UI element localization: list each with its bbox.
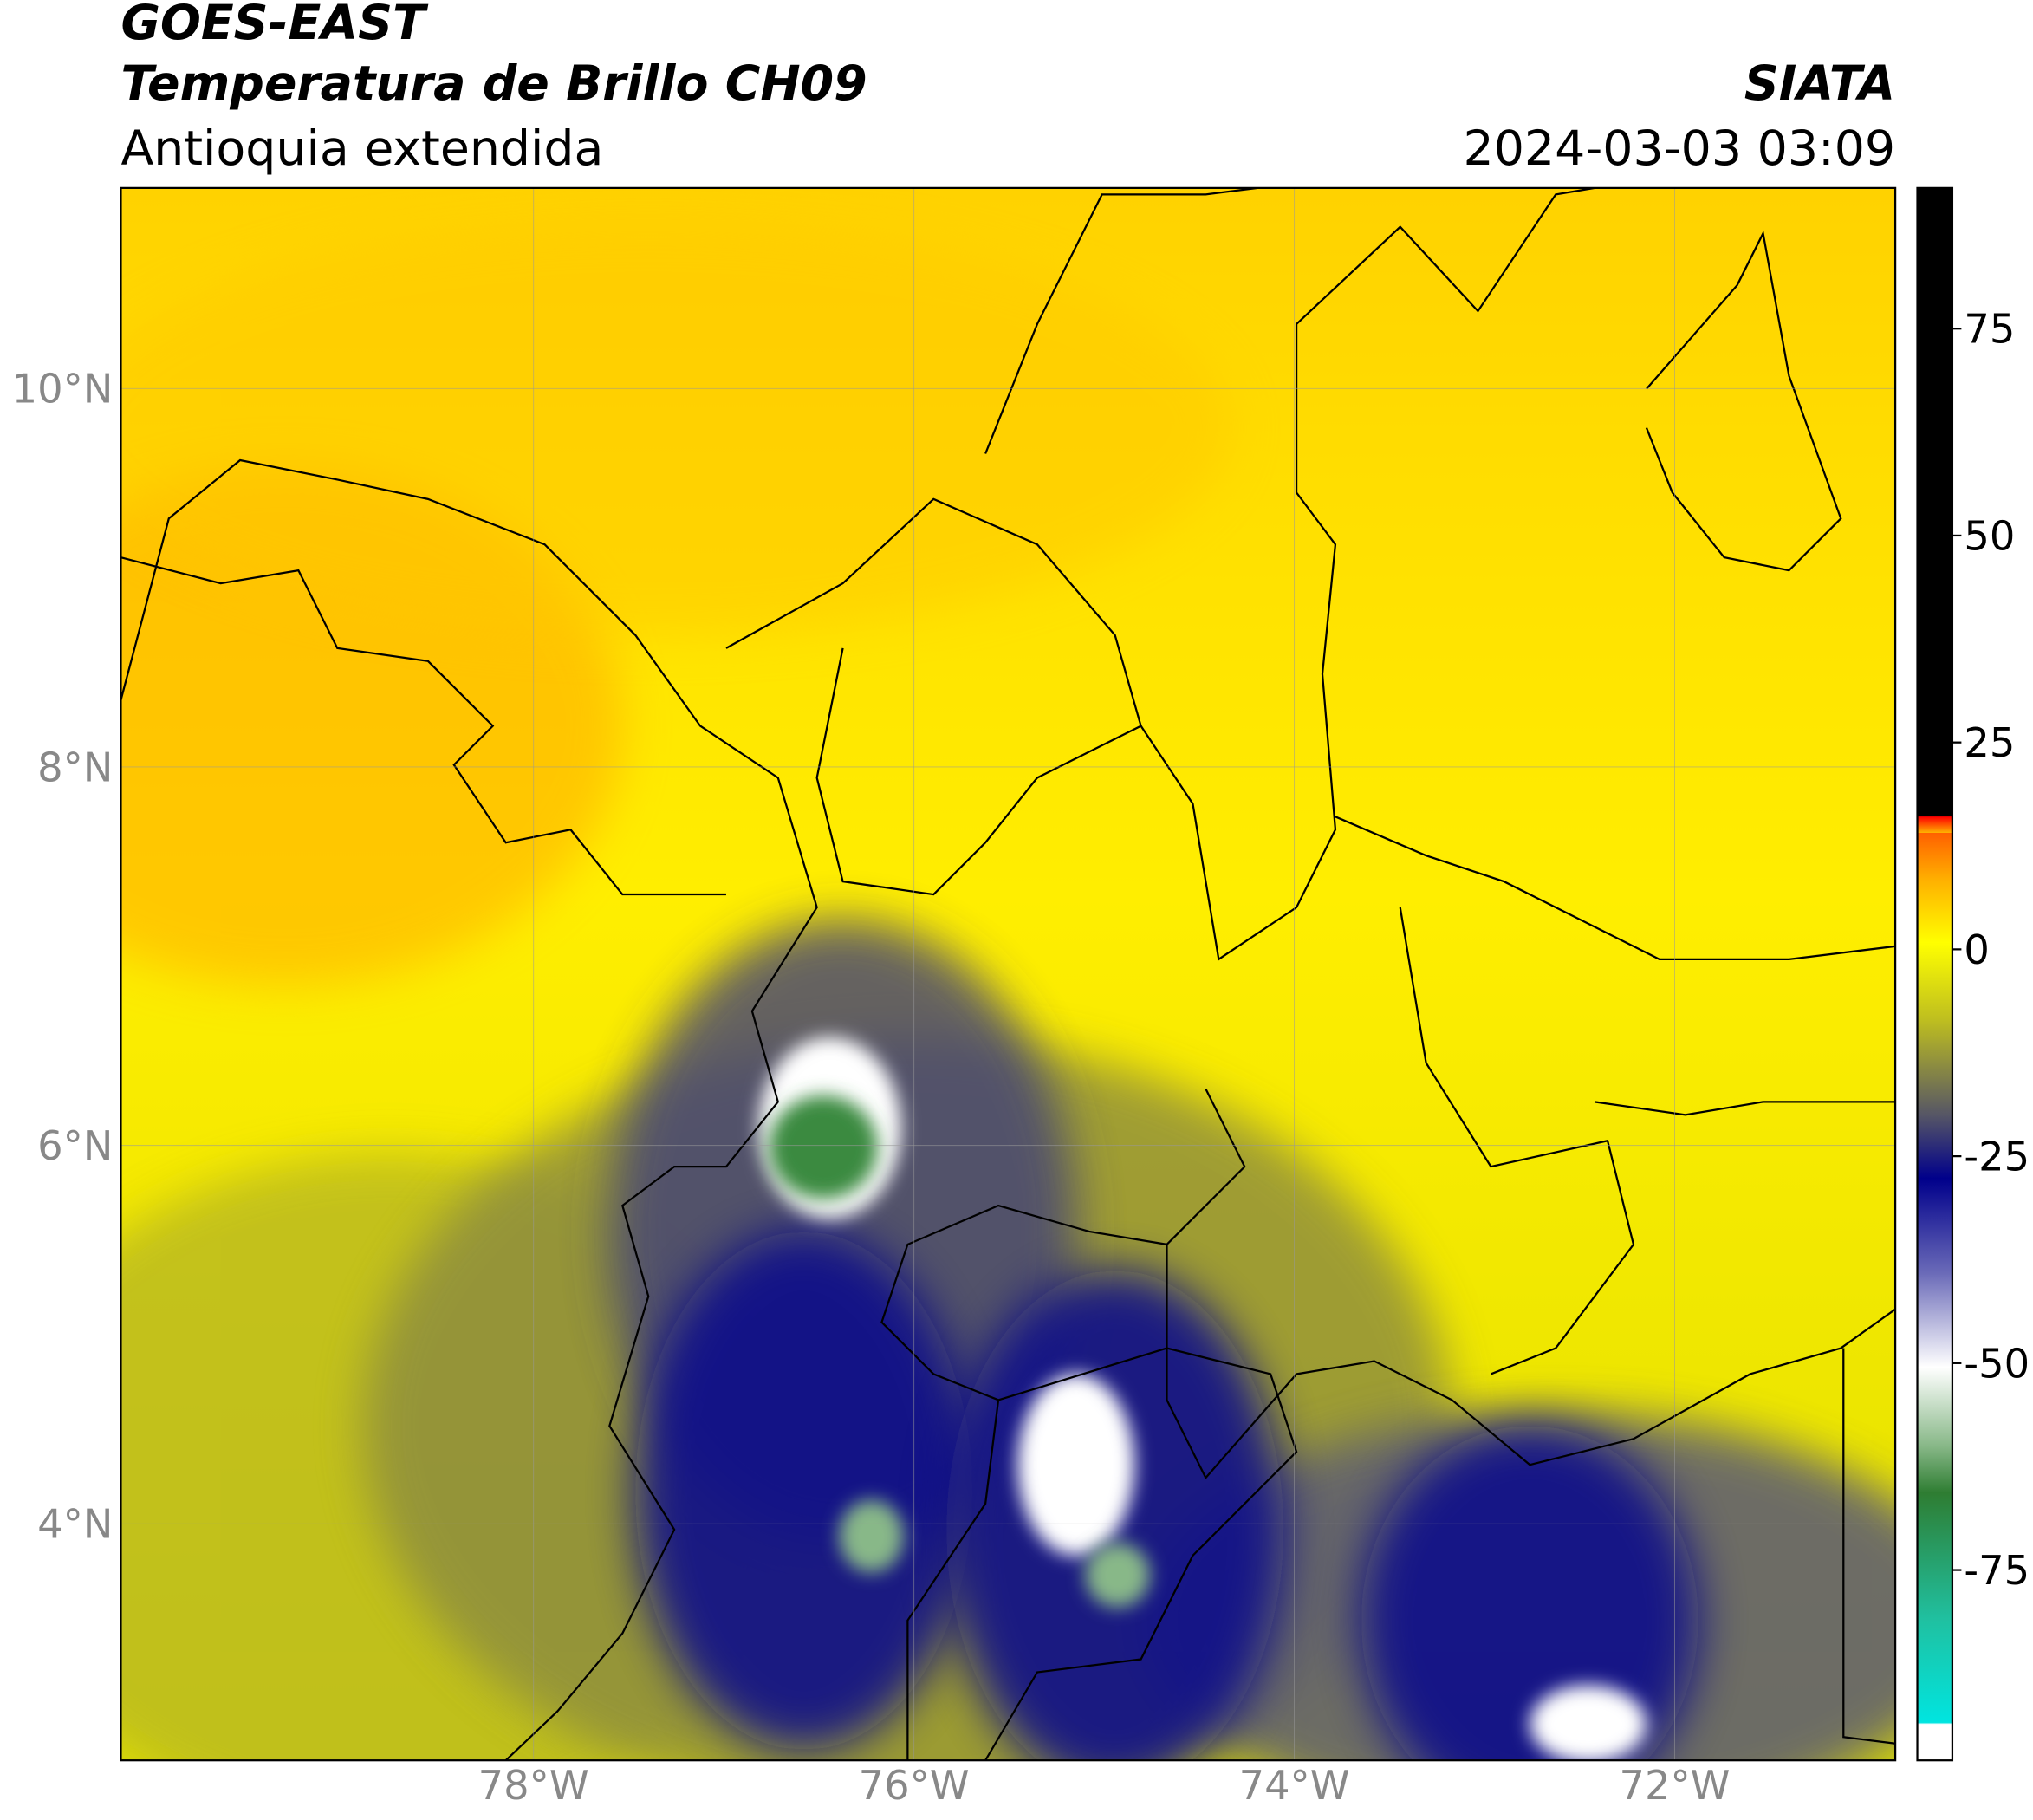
subtitle: Temperatura de Brillo CH09: [120, 56, 867, 112]
colorbar-tick-label: -50: [1964, 1340, 2030, 1387]
lat-tick-label: 10°N: [12, 366, 114, 413]
lat-tick-label: 8°N: [37, 744, 113, 790]
source: SIATA: [1744, 56, 1895, 112]
colorbar-tick-label: 75: [1964, 306, 2015, 353]
colorbar-tick-label: 0: [1964, 926, 1990, 973]
map-frame: [120, 186, 1897, 1762]
colorbar-tick-label: -25: [1964, 1134, 2030, 1180]
colorbar-tick-label: -75: [1964, 1547, 2030, 1594]
lat-tick-label: 6°N: [37, 1122, 113, 1169]
datetime: 2024-03-03 03:09: [1464, 121, 1896, 177]
lon-tick-label: 78°W: [478, 1762, 589, 1809]
region: Antioquia extendida: [120, 121, 603, 177]
colorbar-tick-label: 25: [1964, 719, 2015, 766]
lon-tick-label: 72°W: [1620, 1762, 1731, 1809]
title: GOES-EAST: [120, 0, 429, 51]
lon-tick-label: 76°W: [859, 1762, 970, 1809]
colorbar-tick-label: 50: [1964, 512, 2015, 559]
map-image: [120, 187, 1896, 1761]
lon-tick-label: 74°W: [1239, 1762, 1350, 1809]
lat-tick-label: 4°N: [37, 1501, 113, 1548]
colorbar: [1916, 186, 1954, 1762]
